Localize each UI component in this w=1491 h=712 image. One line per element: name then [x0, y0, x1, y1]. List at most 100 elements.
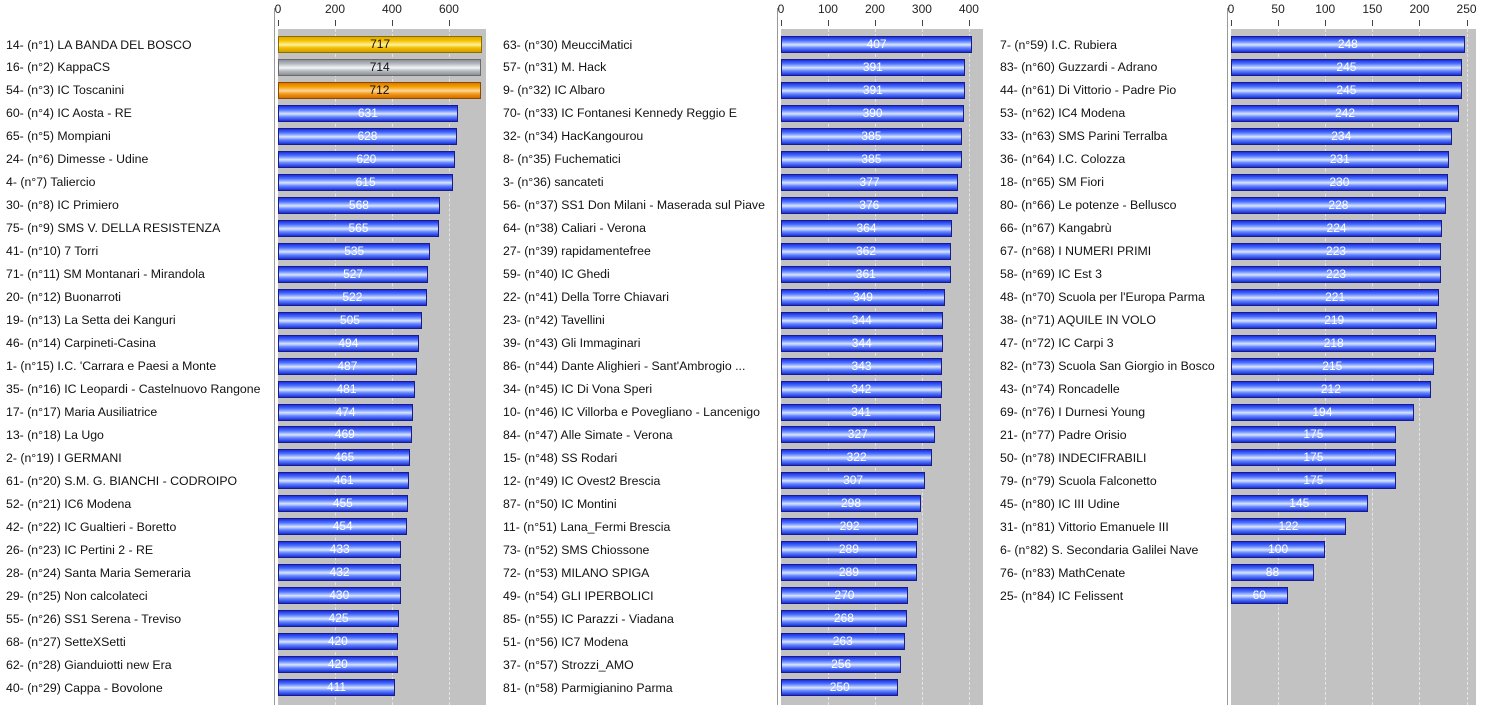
data-label: 194 [1312, 404, 1333, 419]
data-label: 342 [851, 381, 872, 396]
row-label: 21- (n°77) Padre Orisio [1000, 427, 1127, 442]
bar [1231, 311, 1438, 329]
bar [1231, 219, 1443, 237]
bar [781, 587, 908, 605]
value-axis-line [1227, 8, 1228, 705]
tick-label: 250 [1456, 2, 1477, 16]
data-label: 717 [370, 37, 391, 51]
bar [1231, 403, 1414, 421]
row-label: 56- (n°37) SS1 Don Milani - Maserada sul… [503, 198, 765, 213]
row-label: 6- (n°82) S. Secondaria Galilei Nave [1000, 542, 1199, 557]
row-label: 72- (n°53) MILANO SPIGA [503, 565, 650, 580]
bar [781, 104, 965, 122]
data-label: 250 [829, 680, 850, 695]
bar [781, 495, 921, 513]
bar [1231, 58, 1462, 76]
data-label: 487 [337, 358, 358, 373]
data-label: 481 [336, 381, 357, 396]
data-label: 349 [852, 289, 873, 304]
tick-mark [874, 20, 876, 26]
row-label: 16- (n°2) KappaCS [6, 60, 111, 75]
bar [278, 518, 408, 536]
bar [278, 679, 396, 697]
row-label: 52- (n°21) IC6 Modena [6, 496, 132, 511]
row-label: 27- (n°39) rapidamentefree [503, 244, 651, 259]
bar [1231, 173, 1448, 191]
value-axis-line [274, 8, 275, 705]
data-label: 527 [343, 266, 364, 281]
data-label: 420 [327, 634, 348, 649]
tick-mark [781, 20, 782, 26]
data-label: 391 [862, 82, 883, 97]
data-label: 432 [329, 565, 350, 580]
data-label: 122 [1278, 519, 1299, 534]
tick-label: 0 [777, 2, 785, 16]
tick-label: 200 [324, 2, 345, 16]
row-label: 71- (n°11) SM Montanari - Mirandola [6, 267, 205, 282]
data-label: 565 [348, 220, 369, 235]
row-label: 29- (n°25) Non calcolateci [6, 588, 148, 603]
bar [278, 403, 414, 421]
row-label: 67- (n°68) I NUMERI PRIMI [1000, 244, 1152, 259]
bar [781, 380, 942, 398]
bar [1231, 449, 1396, 467]
row-label: 58- (n°69) IC Est 3 [1000, 267, 1102, 282]
row-label: 1- (n°15) I.C. 'Carrara e Paesi a Monte [6, 359, 217, 374]
data-label: 212 [1320, 381, 1341, 396]
tick-mark [448, 20, 450, 26]
row-label: 87- (n°50) IC Montini [503, 496, 617, 511]
row-label: 69- (n°76) I Durnesi Young [1000, 405, 1146, 420]
data-label: 376 [859, 197, 880, 212]
row-label: 31- (n°81) Vittorio Emanuele III [1000, 519, 1169, 534]
bar [1231, 587, 1288, 605]
bar [1231, 564, 1314, 582]
row-label: 43- (n°74) Roncadelle [1000, 382, 1120, 397]
row-label: 24- (n°6) Dimesse - Udine [6, 152, 149, 167]
data-label: 223 [1326, 266, 1347, 281]
data-label: 344 [851, 312, 872, 327]
bar [781, 426, 935, 444]
row-label: 51- (n°56) IC7 Modena [503, 634, 629, 649]
bar [278, 633, 398, 651]
row-label: 3- (n°36) sancateti [503, 175, 604, 190]
tick-label: 100 [817, 2, 838, 16]
row-label: 42- (n°22) IC Gualtieri - Boretto [6, 519, 177, 534]
tick-label: 50 [1271, 2, 1285, 16]
data-label: 245 [1336, 59, 1357, 74]
data-label: 242 [1335, 105, 1356, 120]
row-label: 82- (n°73) Scuola San Giorgio in Bosco [1000, 359, 1215, 374]
row-label: 61- (n°20) S.M. G. BIANCHI - CODROIPO [6, 473, 238, 488]
tick-label: 600 [438, 2, 459, 16]
row-label: 76- (n°83) MathCenate [1000, 565, 1126, 580]
data-label: 175 [1303, 450, 1324, 465]
bar [278, 380, 416, 398]
value-axis-line [777, 8, 778, 705]
bar [781, 610, 907, 628]
bar [278, 610, 400, 628]
bar [1231, 196, 1446, 214]
row-label: 13- (n°18) La Ugo [6, 427, 104, 442]
bar [278, 541, 402, 559]
row-label: 75- (n°9) SMS V. DELLA RESISTENZA [6, 221, 221, 236]
row-label: 54- (n°3) IC Toscanini [6, 83, 125, 98]
row-label: 41- (n°10) 7 Torri [6, 244, 99, 259]
row-label: 73- (n°52) SMS Chiossone [503, 542, 650, 557]
row-label: 32- (n°34) HacKangourou [503, 129, 644, 144]
row-label: 57- (n°31) M. Hack [503, 60, 607, 75]
row-label: 60- (n°4) IC Aosta - RE [6, 106, 132, 121]
data-label: 307 [843, 473, 864, 488]
data-label: 289 [838, 542, 859, 557]
row-label: 20- (n°12) Buonarroti [6, 290, 121, 305]
data-label: 425 [328, 611, 349, 626]
bar [1231, 104, 1460, 122]
row-label: 9- (n°32) IC Albaro [503, 83, 605, 98]
tick-label: 0 [1227, 2, 1235, 16]
bar [781, 449, 933, 467]
data-label: 407 [866, 37, 887, 51]
tick-mark [1419, 20, 1421, 26]
row-label: 37- (n°57) Strozzi_AMO [503, 657, 634, 672]
bar [278, 426, 412, 444]
data-label: 268 [833, 611, 854, 626]
data-label: 631 [357, 105, 378, 120]
row-label: 10- (n°46) IC Villorba e Povegliano - La… [503, 405, 760, 420]
